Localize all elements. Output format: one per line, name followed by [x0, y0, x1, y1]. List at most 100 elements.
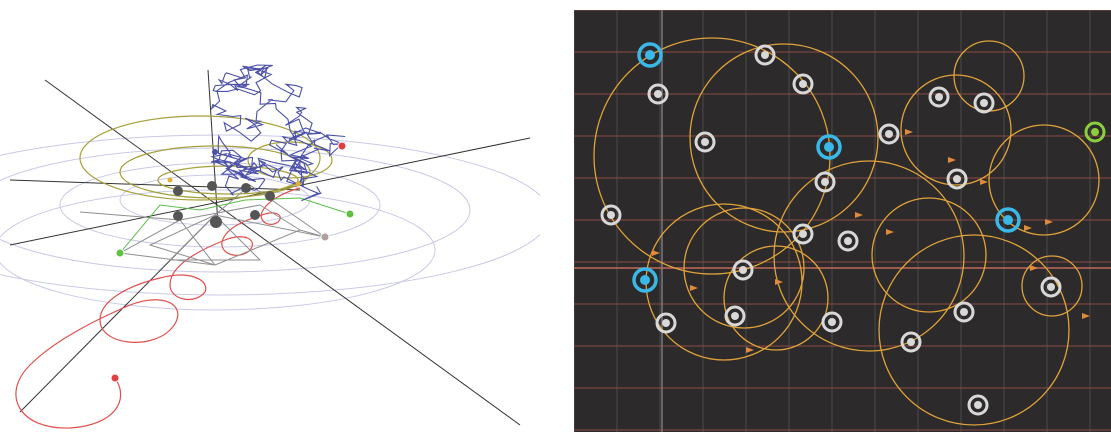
ellipse-guides	[0, 134, 540, 311]
node-white	[792, 73, 814, 95]
node-dark	[173, 211, 183, 221]
node-white-core	[739, 266, 747, 274]
node-blue	[637, 42, 663, 68]
epicycle-curve	[15, 187, 301, 429]
node-white	[878, 123, 900, 145]
orbit-circle	[900, 74, 1012, 186]
direction-arrow	[948, 157, 956, 163]
node-white-core	[662, 319, 670, 327]
direction-arrow	[855, 212, 863, 218]
node-blue-core	[1003, 215, 1013, 225]
direction-arrow	[1045, 219, 1053, 225]
node-blue-core	[645, 50, 655, 60]
node-blue	[816, 134, 842, 160]
node-white-core	[907, 338, 915, 346]
node-white	[973, 92, 995, 114]
orbit-circle	[593, 37, 831, 275]
node-white-core	[935, 93, 943, 101]
node-small	[295, 181, 301, 187]
node-white	[953, 301, 975, 323]
node-white	[754, 44, 776, 66]
node-white-core	[654, 90, 662, 98]
node-dark	[210, 216, 222, 228]
nodes	[600, 42, 1106, 416]
node-white-core	[980, 99, 988, 107]
node-red	[110, 373, 120, 383]
node-red	[337, 141, 347, 151]
node-blue	[632, 267, 658, 293]
direction-arrow	[980, 179, 988, 185]
node-green-core	[1091, 128, 1099, 136]
node-white	[647, 83, 669, 105]
node-white	[946, 168, 968, 190]
node-white-core	[953, 175, 961, 183]
direction-arrow	[1024, 225, 1032, 231]
right-2d-canvas	[574, 10, 1111, 432]
node-small	[167, 177, 173, 183]
node-white	[792, 223, 814, 245]
orbit-circle	[723, 245, 829, 351]
node-white-core	[828, 318, 836, 326]
link-network	[79, 184, 351, 266]
direction-arrow	[690, 285, 698, 291]
direction-arrow	[1082, 313, 1090, 319]
node-white-core	[1047, 283, 1055, 291]
orbit-circle	[878, 234, 1070, 426]
node-dark	[207, 181, 217, 191]
orbit-circle	[1021, 255, 1083, 317]
node-green	[345, 209, 355, 219]
node-blue	[995, 207, 1021, 233]
node-white-core	[731, 312, 739, 320]
node-small	[212, 149, 218, 155]
node-white-core	[761, 51, 769, 59]
orbit-circle	[988, 124, 1100, 236]
left-3d-canvas	[0, 64, 540, 429]
node-white-core	[607, 211, 615, 219]
node-white	[1040, 276, 1062, 298]
node-white-core	[844, 237, 852, 245]
node-dark	[250, 210, 260, 220]
node-white-core	[821, 178, 829, 186]
node-white	[900, 331, 922, 353]
node-grey	[320, 232, 330, 242]
node-white-core	[885, 130, 893, 138]
node-white-core	[974, 401, 982, 409]
node-dark	[241, 183, 251, 193]
node-white	[724, 305, 746, 327]
right-2d-view	[574, 10, 1111, 432]
node-white	[821, 311, 843, 333]
direction-arrow	[775, 279, 783, 285]
left-3d-view	[0, 0, 540, 432]
random-walk-path	[210, 64, 347, 202]
node-dark	[173, 186, 183, 196]
node-white	[655, 312, 677, 334]
node-white	[837, 230, 859, 252]
node-white	[600, 204, 622, 226]
orbit-circles	[593, 37, 1100, 426]
node-white	[928, 86, 950, 108]
node-white-core	[960, 308, 968, 316]
direction-arrows	[652, 129, 1090, 353]
grid	[574, 10, 1111, 432]
direction-arrow	[886, 229, 894, 235]
node-white-core	[701, 138, 709, 146]
node-blue-core	[640, 275, 650, 285]
node-blue-core	[824, 142, 834, 152]
node-white	[732, 259, 754, 281]
node-white	[814, 171, 836, 193]
node-green	[1084, 121, 1106, 143]
node-white-core	[799, 230, 807, 238]
node-green	[115, 248, 125, 258]
node-white-core	[799, 80, 807, 88]
orbit-circle	[773, 160, 965, 352]
orbit-circle	[871, 197, 987, 313]
direction-arrow	[1030, 265, 1038, 271]
node-white	[967, 394, 989, 416]
node-dark	[265, 191, 275, 201]
direction-arrow	[746, 347, 754, 353]
direction-arrow	[905, 129, 913, 135]
markers	[110, 141, 355, 383]
node-white	[694, 131, 716, 153]
orbit-circle	[683, 207, 805, 329]
direction-arrow	[652, 250, 660, 256]
